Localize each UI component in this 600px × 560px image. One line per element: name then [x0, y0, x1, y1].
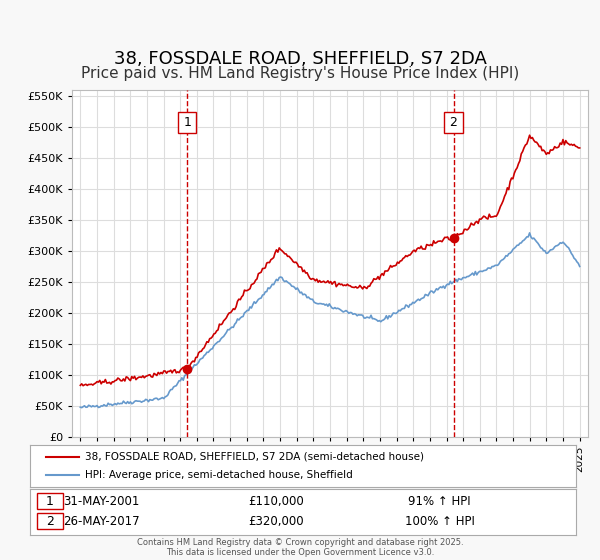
- Text: 1: 1: [46, 494, 53, 507]
- Text: £320,000: £320,000: [248, 515, 304, 528]
- Text: HPI: Average price, semi-detached house, Sheffield: HPI: Average price, semi-detached house,…: [85, 470, 352, 480]
- Text: 2: 2: [449, 116, 457, 129]
- Text: 1: 1: [183, 116, 191, 129]
- FancyBboxPatch shape: [444, 112, 463, 133]
- Text: Price paid vs. HM Land Registry's House Price Index (HPI): Price paid vs. HM Land Registry's House …: [81, 67, 519, 81]
- FancyBboxPatch shape: [37, 513, 63, 529]
- Text: £110,000: £110,000: [248, 494, 304, 507]
- Text: 38, FOSSDALE ROAD, SHEFFIELD, S7 2DA (semi-detached house): 38, FOSSDALE ROAD, SHEFFIELD, S7 2DA (se…: [85, 452, 424, 462]
- Text: 38, FOSSDALE ROAD, SHEFFIELD, S7 2DA: 38, FOSSDALE ROAD, SHEFFIELD, S7 2DA: [113, 50, 487, 68]
- Text: 31-MAY-2001: 31-MAY-2001: [63, 494, 139, 507]
- Text: 2: 2: [46, 515, 53, 528]
- Text: 26-MAY-2017: 26-MAY-2017: [62, 515, 139, 528]
- FancyBboxPatch shape: [178, 112, 196, 133]
- Text: 91% ↑ HPI: 91% ↑ HPI: [408, 494, 471, 507]
- Text: Contains HM Land Registry data © Crown copyright and database right 2025.
This d: Contains HM Land Registry data © Crown c…: [137, 538, 463, 557]
- FancyBboxPatch shape: [37, 493, 63, 509]
- Text: 100% ↑ HPI: 100% ↑ HPI: [404, 515, 475, 528]
